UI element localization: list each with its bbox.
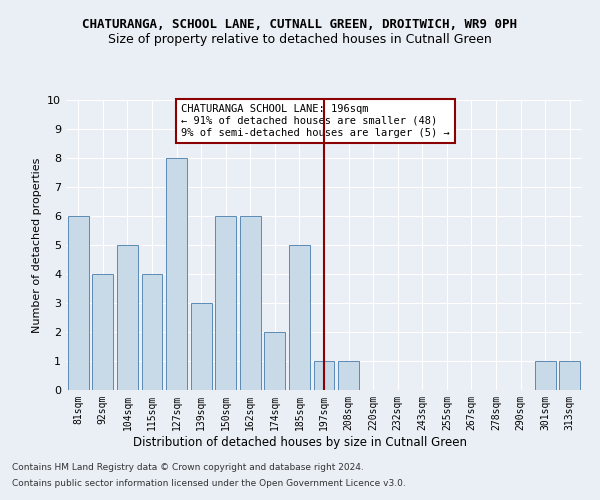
Bar <box>338 361 359 390</box>
Bar <box>314 361 334 390</box>
Text: Distribution of detached houses by size in Cutnall Green: Distribution of detached houses by size … <box>133 436 467 449</box>
Bar <box>535 361 556 390</box>
Text: Contains public sector information licensed under the Open Government Licence v3: Contains public sector information licen… <box>12 478 406 488</box>
Bar <box>68 216 89 390</box>
Bar <box>142 274 163 390</box>
Bar <box>265 332 286 390</box>
Text: Size of property relative to detached houses in Cutnall Green: Size of property relative to detached ho… <box>108 32 492 46</box>
Bar <box>289 245 310 390</box>
Y-axis label: Number of detached properties: Number of detached properties <box>32 158 41 332</box>
Bar <box>559 361 580 390</box>
Bar <box>215 216 236 390</box>
Text: CHATURANGA SCHOOL LANE: 196sqm
← 91% of detached houses are smaller (48)
9% of s: CHATURANGA SCHOOL LANE: 196sqm ← 91% of … <box>181 104 450 138</box>
Text: CHATURANGA, SCHOOL LANE, CUTNALL GREEN, DROITWICH, WR9 0PH: CHATURANGA, SCHOOL LANE, CUTNALL GREEN, … <box>83 18 517 30</box>
Bar <box>117 245 138 390</box>
Text: Contains HM Land Registry data © Crown copyright and database right 2024.: Contains HM Land Registry data © Crown c… <box>12 464 364 472</box>
Bar <box>166 158 187 390</box>
Bar <box>240 216 261 390</box>
Bar <box>92 274 113 390</box>
Bar <box>191 303 212 390</box>
